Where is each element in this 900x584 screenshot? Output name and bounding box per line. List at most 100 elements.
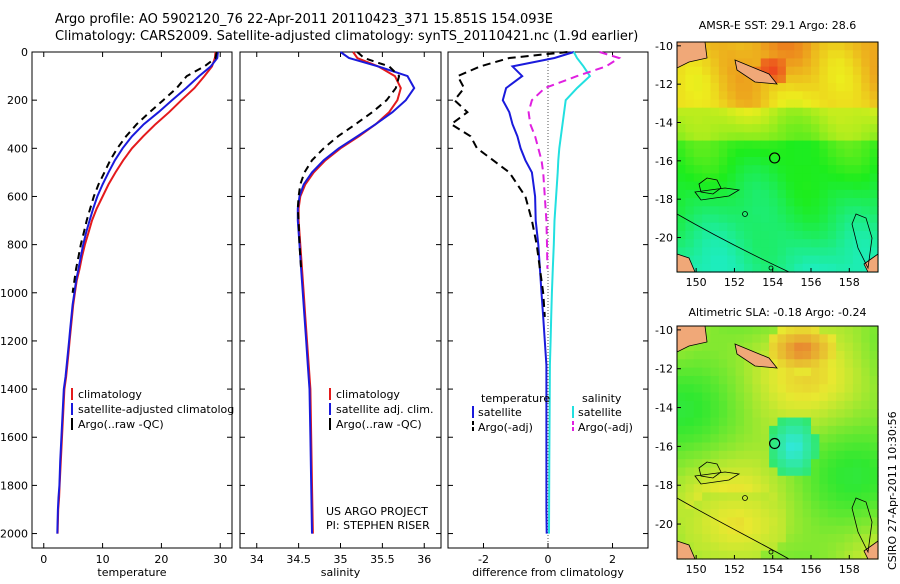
map-cell xyxy=(718,173,728,183)
map-cell xyxy=(869,417,879,427)
x-tick-label: -2 xyxy=(478,553,489,566)
map-cell xyxy=(727,509,737,518)
map-cell xyxy=(852,500,862,510)
map-cell xyxy=(752,509,762,518)
map-cell xyxy=(785,173,795,183)
legend-label: climatology xyxy=(336,388,400,401)
map-cell xyxy=(685,484,695,494)
map-cell xyxy=(844,359,854,369)
map-cell xyxy=(836,334,846,344)
map-cell xyxy=(727,124,737,133)
map-cell xyxy=(802,367,812,377)
map-cell xyxy=(710,525,720,535)
map-cell xyxy=(735,239,745,248)
map-cell xyxy=(710,384,720,394)
map-cell xyxy=(836,542,846,552)
map-cell xyxy=(744,375,753,385)
map-cell xyxy=(777,206,787,216)
map-cell xyxy=(836,148,846,158)
map-cell xyxy=(844,392,854,402)
map-cell xyxy=(777,500,787,510)
temperature-axes-frame xyxy=(31,51,233,549)
map-cell xyxy=(852,181,862,191)
map-cell xyxy=(760,484,770,494)
x-tick-label: 156 xyxy=(801,563,822,576)
map-cell xyxy=(702,400,712,410)
legend-label: climatology xyxy=(78,388,142,401)
map-cell xyxy=(710,400,720,410)
map-cell xyxy=(819,550,829,560)
map-cell xyxy=(861,157,871,166)
y-tick-label: 800 xyxy=(7,239,28,252)
map-cell xyxy=(760,525,770,535)
map-cell xyxy=(827,50,837,60)
map-cell xyxy=(861,334,871,344)
map-cell xyxy=(718,334,728,344)
map-cell xyxy=(685,230,695,240)
map-cell xyxy=(760,50,770,60)
map-cell xyxy=(785,475,795,485)
map-cell xyxy=(844,247,854,257)
map-cell xyxy=(727,359,737,369)
map-cell xyxy=(693,91,703,101)
map-cell xyxy=(836,42,846,51)
map-cell xyxy=(836,367,846,377)
map-cell xyxy=(785,222,795,232)
map-cell xyxy=(735,83,745,92)
map-cell xyxy=(760,66,770,76)
map-cell xyxy=(677,99,686,109)
map-cell xyxy=(769,83,779,92)
map-cell xyxy=(852,484,862,494)
map-cell xyxy=(702,107,712,117)
map-cell xyxy=(693,500,703,510)
map-cell xyxy=(677,107,686,117)
map-cell xyxy=(727,99,737,109)
map-cell xyxy=(760,206,770,216)
map-cell xyxy=(777,83,787,92)
map-cell xyxy=(685,359,695,369)
map-cell xyxy=(777,400,787,410)
map-cell xyxy=(752,140,762,150)
map-cell xyxy=(852,509,862,518)
map-cell xyxy=(777,509,787,518)
map-cell xyxy=(693,140,703,150)
map-cell xyxy=(769,165,779,175)
map-cell xyxy=(702,124,712,133)
map-cell xyxy=(718,350,728,360)
map-cell xyxy=(861,534,871,543)
map-cell xyxy=(811,450,820,460)
map-cell xyxy=(735,189,745,199)
map-cell xyxy=(844,425,854,435)
map-cell xyxy=(735,450,745,460)
map-cell xyxy=(769,442,779,452)
map-cell xyxy=(685,350,695,360)
map-cell xyxy=(718,206,728,216)
map-cell xyxy=(710,484,720,494)
map-cell xyxy=(744,409,753,419)
map-cell xyxy=(811,392,820,402)
map-cell xyxy=(693,255,703,265)
map-cell xyxy=(827,42,837,51)
map-cell xyxy=(702,66,712,76)
map-cell xyxy=(777,534,787,543)
map-cell xyxy=(727,115,737,125)
x-tick-label: 158 xyxy=(839,276,860,289)
map-cell xyxy=(702,91,712,101)
map-cell xyxy=(760,239,770,248)
map-cell xyxy=(811,99,820,109)
map-cell xyxy=(735,359,745,369)
map-cell xyxy=(702,459,712,469)
map-cell xyxy=(718,263,728,273)
map-cell xyxy=(852,99,862,109)
map-cell xyxy=(869,214,879,224)
map-cell xyxy=(677,442,686,452)
x-tick-label: 156 xyxy=(801,276,822,289)
map-cell xyxy=(760,99,770,109)
map-cell xyxy=(802,534,812,543)
map-cell xyxy=(844,417,854,427)
map-cell xyxy=(702,189,712,199)
map-cell xyxy=(827,326,837,335)
map-cell xyxy=(827,173,837,183)
map-cell xyxy=(785,450,795,460)
map-cell xyxy=(844,500,854,510)
